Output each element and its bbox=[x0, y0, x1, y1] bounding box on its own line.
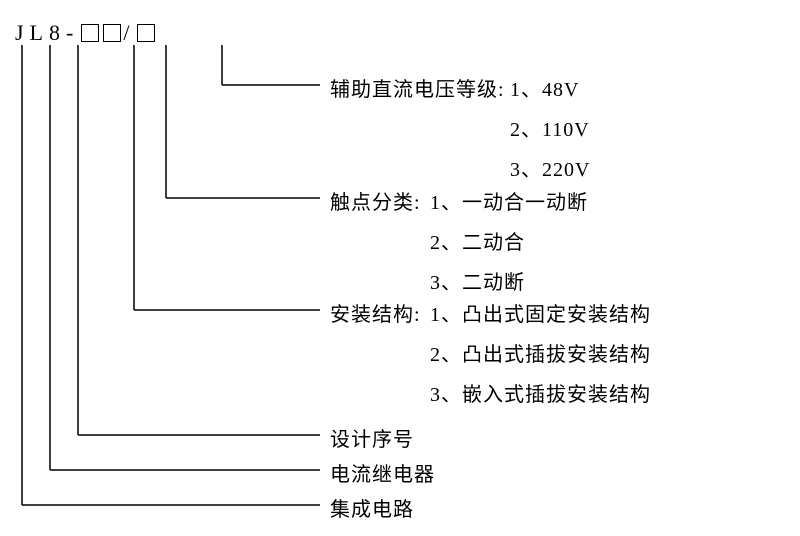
segment-option: 1、凸出式固定安装结构 bbox=[430, 298, 651, 327]
segment-option: 3、嵌入式插拔安装结构 bbox=[430, 378, 651, 407]
segment-label: 安装结构: bbox=[330, 298, 421, 327]
segment-label: 电流继电器 bbox=[330, 458, 435, 487]
segment-option: 3、二动断 bbox=[430, 266, 525, 295]
segment-option: 1、一动合一动断 bbox=[430, 186, 588, 215]
segment-label: 辅助直流电压等级: bbox=[330, 73, 505, 102]
segment-label: 集成电路 bbox=[330, 493, 414, 522]
segment-option: 3、220V bbox=[510, 153, 590, 182]
segment-option: 1、48V bbox=[510, 73, 579, 102]
segment-option: 2、二动合 bbox=[430, 226, 525, 255]
segment-label: 触点分类: bbox=[330, 186, 421, 215]
segment-option: 2、凸出式插拔安装结构 bbox=[430, 338, 651, 367]
segment-option: 2、110V bbox=[510, 113, 590, 142]
segment-label: 设计序号 bbox=[330, 423, 414, 452]
